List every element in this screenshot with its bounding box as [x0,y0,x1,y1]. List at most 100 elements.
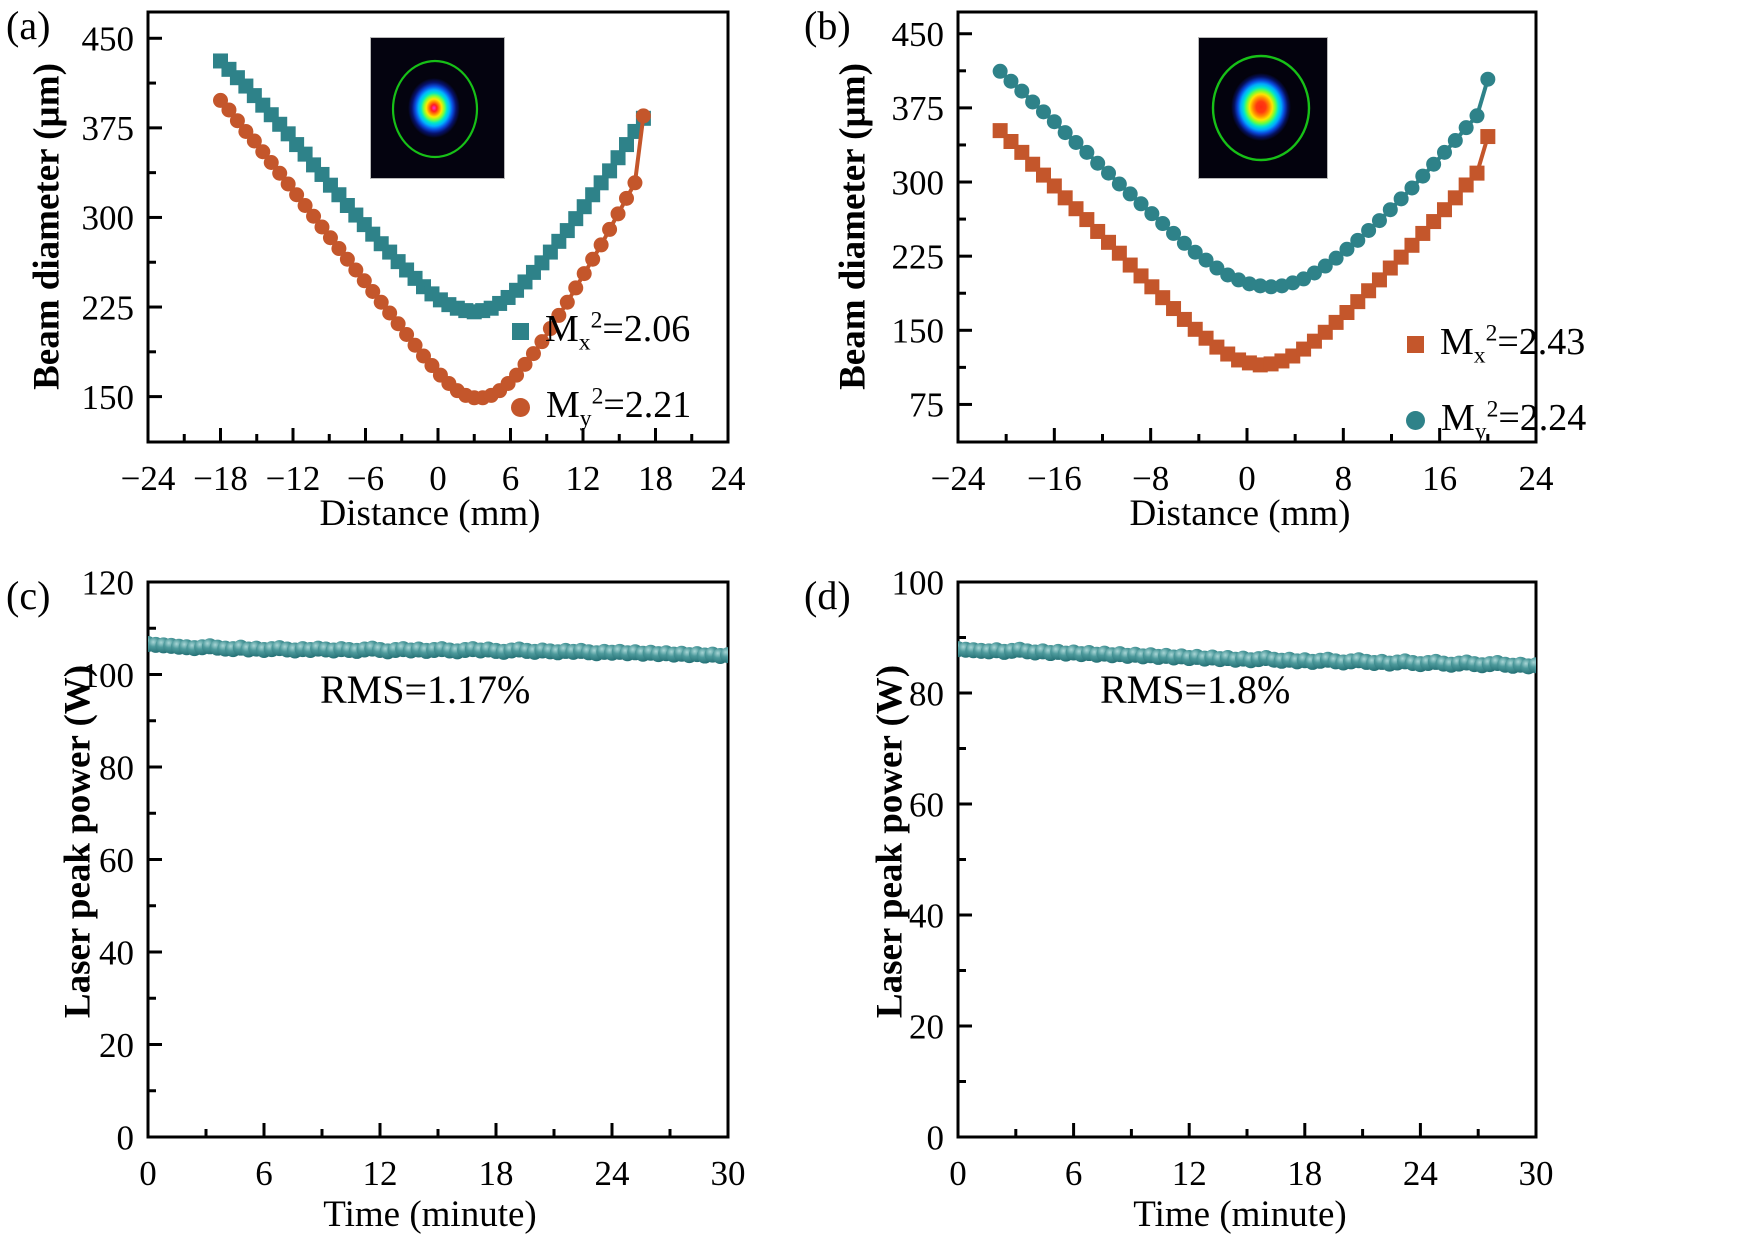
data-point [407,337,423,353]
data-point [1090,155,1106,171]
legend-marker-circle-orange [511,398,530,418]
panel-b-legend-item-my[interactable]: My2=2.24 [1406,396,1586,446]
data-point [272,165,288,181]
x-tick-label: 24 [1519,459,1554,498]
y-tick-label: 20 [99,1026,134,1065]
data-point [1111,245,1127,261]
x-tick-label: −6 [347,459,384,498]
data-point [1176,235,1192,251]
data-point [1046,178,1062,194]
data-point [1447,190,1463,206]
data-point [568,211,584,227]
y-tick-label: 120 [82,563,135,602]
panel-d-plot: 0 6 12 18 24 30 0 20 40 60 80 100 [892,563,1554,1193]
data-point [373,294,389,310]
x-tick-label: 6 [1065,1154,1083,1193]
data-point [1209,260,1225,276]
legend-marker-circle-teal [1406,411,1425,431]
data-point [576,266,592,282]
data-point [229,113,245,129]
x-tick-label: 12 [363,1154,398,1193]
x-tick-label: 30 [711,1154,746,1193]
y-tick-label: 60 [99,841,134,880]
x-tick-label: 0 [1238,459,1256,498]
panel-d: (d) Laser peak power (W) Time (minute) 0… [790,560,1745,1259]
panel-a-legend-item-my[interactable]: My2=2.21 [511,383,691,433]
x-tick-label: −18 [193,459,248,498]
data-point [1458,120,1474,136]
data-point [1415,168,1431,184]
data-point [1393,249,1409,265]
y-tick-label: 450 [892,15,945,54]
data-point [297,198,313,213]
y-tick-label: 100 [82,656,135,695]
data-point [1404,237,1420,253]
data-point [1436,144,1452,160]
y-tick-label: 225 [892,237,945,276]
data-point [602,221,618,237]
data-point [509,367,525,383]
data-point [992,63,1008,79]
x-tick-label: −12 [266,459,321,498]
data-point [1122,186,1138,202]
panel-b-legend-item-mx[interactable]: Mx2=2.43 [1407,320,1585,370]
panel-b-x-axis-label: Distance (mm) [1129,493,1351,534]
data-point [568,280,584,296]
y-tick-label: 300 [82,199,135,238]
data-point [610,150,626,166]
data-point [619,190,634,206]
data-point [1079,212,1095,228]
x-tick-label: 0 [429,459,447,498]
panel-a-plot: −24 −18 −12 −6 0 6 12 18 24 150 225 300 375 450 [82,10,746,498]
y-tick-label: 450 [82,20,135,59]
data-point [1426,214,1442,230]
panel-b-legend-label-mx: Mx2=2.43 [1440,320,1586,369]
y-tick-label: 375 [82,109,135,148]
data-point [602,163,618,179]
data-point [1252,278,1268,294]
panel-c-y-axis-label: Laser peak power (W) [57,664,99,1019]
panel-d-y-axis-label: Laser peak power (W) [869,664,911,1019]
y-tick-label: 20 [909,1007,944,1046]
data-point [1350,232,1366,248]
data-point [1111,176,1127,192]
data-point [1415,225,1431,241]
data-point [306,208,322,224]
panel-b-legend-label-my: My2=2.24 [1441,396,1587,445]
x-tick-label: 18 [638,459,673,498]
data-point [1528,657,1536,674]
data-point [280,176,296,192]
panel-a-y-axis-label: Beam diameter (µm) [26,63,68,390]
y-tick-label: 150 [82,378,135,417]
data-point [619,137,634,153]
panel-a-legend-item-mx[interactable]: Mx2=2.06 [512,307,690,357]
x-tick-label: 12 [1172,1154,1207,1193]
y-tick-label: 0 [927,1118,945,1157]
data-point [1404,180,1420,196]
data-point [1133,196,1149,212]
x-tick-label: 0 [949,1154,967,1193]
data-point [322,230,338,246]
y-tick-label: 80 [99,748,134,787]
data-point [559,294,575,310]
data-point [1371,213,1387,229]
data-point [635,108,651,124]
x-tick-label: −24 [121,459,176,498]
x-tick-label: 24 [595,1154,630,1193]
panel-a-legend-label-mx: Mx2=2.06 [545,307,691,356]
panel-b-y-axis-label: Beam diameter (µm) [832,63,874,390]
x-tick-label: −16 [1027,459,1082,498]
data-point [1339,241,1355,257]
data-point [559,223,575,239]
data-point [585,251,601,267]
panel-c: (c) Laser peak power (W) Time (minute) 0… [0,560,790,1259]
x-tick-label: 6 [255,1154,273,1193]
data-point [314,219,330,235]
data-point [1198,252,1214,268]
data-point [1371,272,1387,288]
data-point [1306,265,1322,281]
x-tick-label: 6 [502,459,520,498]
data-point [1469,108,1485,124]
x-tick-label: 18 [479,1154,514,1193]
